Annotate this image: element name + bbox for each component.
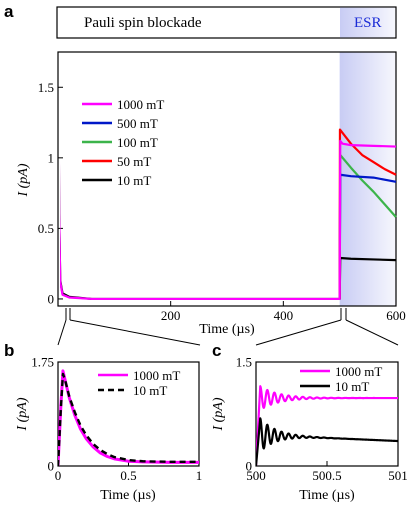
y-tick-label: 1.5 bbox=[236, 355, 252, 370]
series-line-10-mt bbox=[256, 417, 399, 466]
panel-letter-b: b bbox=[4, 341, 14, 360]
x-tick-label: 501 bbox=[388, 468, 408, 483]
series-line-1000-mt bbox=[60, 139, 397, 301]
x-tick-label: 500.5 bbox=[312, 468, 341, 483]
legend-label: 1000 mT bbox=[335, 364, 382, 379]
esr-shaded-region bbox=[339, 52, 396, 306]
x-tick-label: 0 bbox=[55, 468, 62, 483]
banner-frame bbox=[56, 6, 397, 39]
connector-b-right bbox=[69, 319, 201, 346]
y-tick-label: 0 bbox=[48, 291, 55, 306]
legend-label: 1000 mT bbox=[117, 97, 164, 112]
series-line-50-mt bbox=[338, 128, 397, 299]
panel-b-ylabel: I (pA) bbox=[15, 397, 30, 431]
x-tick-label: 600 bbox=[386, 308, 406, 323]
panel-a-xlabel: Time (µs) bbox=[199, 322, 255, 337]
panel-a-ticks: 200 400 600 0 0.5 1 1.5 bbox=[38, 80, 406, 323]
legend-label: 10 mT bbox=[335, 379, 369, 394]
connector-b-left bbox=[57, 319, 67, 346]
x-tick-label: 0.5 bbox=[120, 468, 136, 483]
legend-label: 50 mT bbox=[117, 154, 151, 169]
panel-a-ylabel: I (pA) bbox=[16, 163, 31, 197]
panel-a-frame bbox=[57, 51, 397, 307]
panel-c-curves bbox=[256, 385, 399, 466]
panel-b-xlabel: Time (µs) bbox=[100, 488, 156, 503]
panel-b-curves bbox=[58, 369, 199, 466]
banner-psb-label: Pauli spin blockade bbox=[84, 15, 202, 31]
series-line-1000-mt bbox=[58, 369, 199, 466]
panel-letter-a: a bbox=[4, 2, 14, 21]
zoom-connectors bbox=[57, 308, 399, 346]
y-tick-label: 1 bbox=[48, 150, 55, 165]
panel-letter-c: c bbox=[212, 341, 221, 360]
banner-esr-shade bbox=[340, 7, 396, 38]
y-tick-label: 0 bbox=[48, 459, 55, 474]
legend-label: 1000 mT bbox=[133, 368, 180, 383]
y-tick-label: 1.5 bbox=[38, 80, 54, 95]
series-line-10-mt bbox=[58, 372, 199, 466]
panel-a: 200 400 600 0 0.5 1 1.5 1000 mT 500 mT 100 mT 50 … bbox=[16, 51, 406, 337]
panel-c-ticks: 500 500.5 501 0 1.5 bbox=[236, 355, 408, 484]
legend-label: 100 mT bbox=[117, 135, 158, 150]
y-tick-label: 0 bbox=[246, 459, 253, 474]
connector-c-left bbox=[255, 319, 342, 346]
x-tick-label: 400 bbox=[274, 308, 294, 323]
legend-label: 10 mT bbox=[117, 173, 151, 188]
pulse-banner: Pauli spin blockade ESR bbox=[56, 6, 397, 39]
y-tick-label: 1.75 bbox=[31, 355, 54, 370]
legend-label: 10 mT bbox=[133, 383, 167, 398]
y-tick-label: 0.5 bbox=[38, 221, 54, 236]
x-tick-label: 200 bbox=[161, 308, 181, 323]
panel-c-ylabel: I (pA) bbox=[211, 397, 226, 431]
banner-esr-label: ESR bbox=[354, 15, 382, 31]
panel-c-xlabel: Time (µs) bbox=[299, 488, 355, 503]
series-line-1000-mt bbox=[256, 385, 399, 466]
connector-c-right bbox=[345, 319, 399, 346]
panel-a-curves bbox=[60, 128, 397, 301]
panel-b-ticks: 0 0.5 1 0 1.75 bbox=[31, 355, 202, 484]
legend-label: 500 mT bbox=[117, 116, 158, 131]
x-tick-label: 1 bbox=[196, 468, 203, 483]
x-tick-label: 500 bbox=[246, 468, 266, 483]
panel-a-legend: 1000 mT 500 mT 100 mT 50 mT 10 mT bbox=[82, 97, 164, 188]
